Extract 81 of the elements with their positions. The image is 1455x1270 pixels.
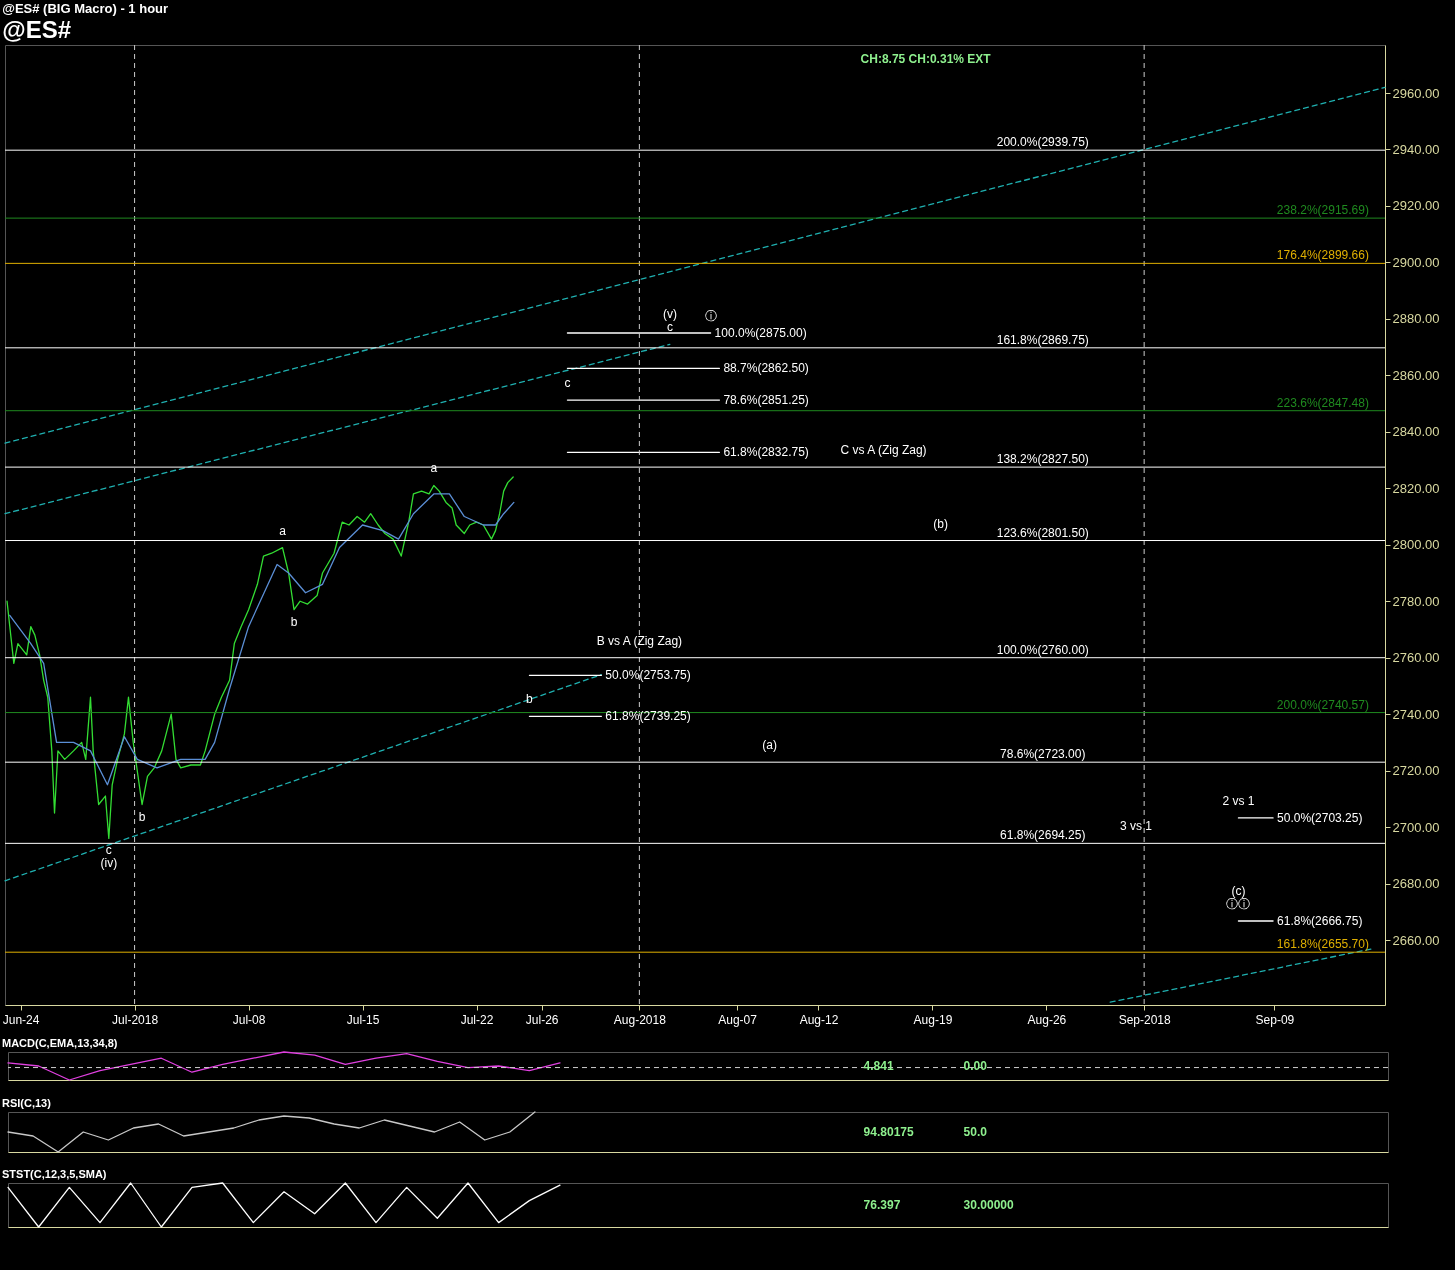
series-label: 61.8%(2666.75) (1277, 914, 1363, 928)
chart-title: STST(C,12,3,5,SMA) (2, 1168, 107, 1181)
y-tick-label: 2720.00 (1392, 763, 1440, 779)
x-tick-label: Aug-12 (799, 1012, 839, 1027)
annotation: (c) (1231, 884, 1246, 898)
y-tick-label: 2760.00 (1392, 650, 1440, 666)
chart-title: MACD(C,EMA,13,34,8) (2, 1037, 118, 1050)
ref-line-label: 200.0%(2740.57) (1276, 697, 1369, 712)
y-tick-label: 2940.00 (1392, 141, 1440, 157)
annotation: 3 vs 1 (1120, 819, 1153, 834)
y-tick-label: 2820.00 (1392, 480, 1440, 496)
x-tick-label: Aug-07 (718, 1012, 758, 1027)
ref-line-label: 176.4%(2899.66) (1276, 248, 1369, 263)
y-tick-label: 2960.00 (1392, 85, 1440, 101)
annotation: CH:8.75 CH:0.31% EXT (860, 52, 992, 66)
annotation: b (138, 809, 146, 824)
annotation: a (279, 523, 287, 538)
series-label: 50.0%(2753.75) (605, 668, 691, 683)
annotation: 94.80175 (863, 1125, 914, 1139)
y-tick-label: 2780.00 (1392, 593, 1440, 609)
chart-title: RSI(C,13) (2, 1097, 52, 1110)
x-tick-label: Aug-2018 (613, 1012, 667, 1027)
y-tick-label: 2680.00 (1392, 876, 1440, 892)
ref-line-label: 161.8%(2869.75) (996, 332, 1089, 347)
annotation: C vs A (Zig Zag) (840, 443, 927, 458)
series-label: 100.0%(2875.00) (714, 326, 807, 340)
y-tick-label: 2700.00 (1392, 819, 1440, 835)
annotation: (iv) (100, 856, 118, 871)
annotation: c (666, 320, 673, 335)
x-tick-label: Sep-2018 (1118, 1012, 1171, 1027)
y-tick-label: 2860.00 (1392, 367, 1440, 383)
ref-line-label: 123.6%(2801.50) (996, 525, 1089, 540)
annotation: b (526, 692, 534, 707)
y-tick-label: 2660.00 (1392, 932, 1440, 948)
annotation: b (290, 614, 298, 629)
ref-line-label: 138.2%(2827.50) (996, 452, 1089, 467)
x-tick-label: Jul-22 (460, 1012, 494, 1027)
annotation: B vs A (Zig Zag) (596, 633, 683, 648)
y-tick-label: 2740.00 (1392, 706, 1440, 722)
line-series (6, 476, 514, 840)
ref-line-label: 100.0%(2760.00) (996, 642, 1089, 657)
y-tick-label: 2900.00 (1392, 254, 1440, 270)
ref-line-label: 161.8%(2655.70) (1276, 937, 1369, 952)
annotation: c (105, 843, 112, 858)
annotation: 50.0 (963, 1125, 988, 1139)
annotation: ⓘ (704, 309, 717, 323)
ref-line-label: 200.0%(2939.75) (996, 135, 1089, 150)
x-tick-label: Sep-09 (1255, 1012, 1295, 1027)
ref-line-label: 61.8%(2694.25) (1000, 828, 1086, 843)
x-tick-label: Jul-2018 (112, 1012, 159, 1027)
x-tick-label: Aug-19 (913, 1012, 953, 1027)
line-series (9, 493, 515, 786)
x-tick-label: Jul-26 (525, 1012, 559, 1027)
annotation: (a) (762, 738, 777, 753)
annotation: 76.397 (863, 1198, 901, 1212)
y-tick-label: 2880.00 (1392, 311, 1440, 327)
series-label: 61.8%(2739.25) (605, 709, 691, 724)
annotation: ⓘⓘ (1226, 897, 1251, 911)
annotation: c (564, 376, 571, 391)
chart-subtitle: @ES# (2, 15, 72, 43)
x-tick-label: Jul-15 (346, 1012, 380, 1027)
ref-line-label: 223.6%(2847.48) (1276, 395, 1369, 410)
annotation: (b) (933, 516, 948, 531)
series-label: 78.6%(2851.25) (723, 393, 809, 408)
annotation: 30.00000 (963, 1198, 1014, 1212)
y-tick-label: 2920.00 (1392, 198, 1440, 214)
annotation: 2 vs 1 (1222, 793, 1255, 808)
y-tick-label: 2800.00 (1392, 537, 1440, 553)
chart-title: @ES# (BIG Macro) - 1 hour (2, 0, 169, 16)
x-tick-label: Aug-26 (1027, 1012, 1067, 1027)
annotation: 4.841 (863, 1059, 894, 1073)
series-label: 88.7%(2862.50) (723, 361, 809, 376)
series-label: 50.0%(2703.25) (1277, 810, 1363, 825)
ref-line-label: 238.2%(2915.69) (1276, 203, 1369, 218)
series-label: 61.8%(2832.75) (723, 445, 809, 460)
annotation: 0.00 (963, 1059, 988, 1073)
annotation: (v) (662, 307, 677, 322)
y-tick-label: 2840.00 (1392, 424, 1440, 440)
x-tick-label: Jun-24 (2, 1012, 40, 1027)
ref-line-label: 78.6%(2723.00) (1000, 747, 1086, 762)
x-tick-label: Jul-08 (232, 1012, 266, 1027)
